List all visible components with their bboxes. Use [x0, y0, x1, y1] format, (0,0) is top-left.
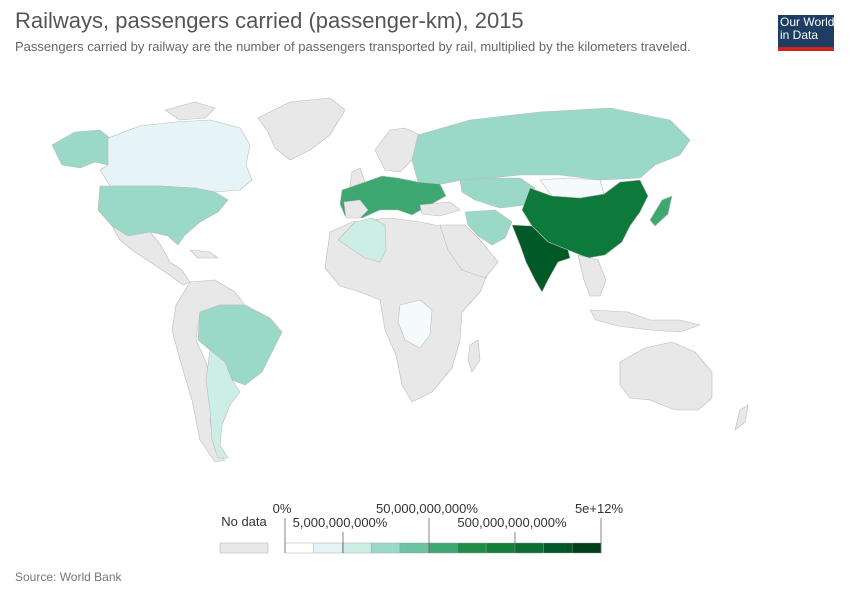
legend-tick-labels: 0% 5,000,000,000% 50,000,000,000% 500,00…	[273, 501, 624, 553]
legend-bin-swatch[interactable]	[370, 542, 401, 554]
logo-line-1: Our World	[780, 15, 835, 29]
legend-bin-swatch[interactable]	[572, 542, 602, 554]
region-australia[interactable]	[619, 341, 713, 411]
region-canada[interactable]	[99, 119, 253, 193]
region-russia[interactable]	[411, 107, 691, 185]
legend-tick-label: 5e+12%	[575, 501, 624, 516]
legend-bin-swatch[interactable]	[457, 542, 487, 554]
region-southeast-asia[interactable]	[577, 254, 607, 297]
region-argentina[interactable]	[205, 349, 241, 459]
region-iran[interactable]	[464, 209, 513, 246]
region-new-zealand[interactable]	[734, 404, 749, 431]
legend-bin-swatch[interactable]	[342, 542, 372, 554]
owid-logo[interactable]: Our World in Data	[778, 15, 834, 51]
legend-bin-swatch[interactable]	[399, 542, 429, 554]
region-turkey[interactable]	[419, 201, 461, 217]
legend-tick-label: 500,000,000,000%	[457, 515, 567, 530]
legend-bin-swatch[interactable]	[543, 542, 573, 554]
legend-color-scale[interactable]	[284, 542, 602, 554]
region-madagascar[interactable]	[467, 339, 481, 373]
region-algeria[interactable]	[337, 217, 387, 263]
region-caribbean[interactable]	[189, 249, 219, 259]
logo-accent-bar	[778, 47, 834, 51]
region-india[interactable]	[511, 224, 571, 293]
region-greenland[interactable]	[257, 97, 346, 161]
source-note: Source: World Bank	[15, 570, 122, 584]
region-canada-islands[interactable]	[164, 101, 216, 121]
legend-bin-swatch[interactable]	[485, 542, 516, 554]
region-indonesia[interactable]	[589, 309, 701, 333]
region-middle-east-other[interactable]	[439, 224, 499, 279]
no-data-legend[interactable]: No data	[219, 514, 269, 554]
legend-tick-label: 5,000,000,000%	[293, 515, 388, 530]
region-japan[interactable]	[649, 195, 673, 227]
legend-bin-swatch[interactable]	[428, 542, 458, 554]
chart-title: Railways, passengers carried (passenger-…	[15, 8, 524, 33]
chart-subtitle: Passengers carried by railway are the nu…	[15, 39, 691, 54]
region-iberia[interactable]	[343, 199, 369, 219]
legend-tick-label: 50,000,000,000%	[376, 501, 478, 516]
no-data-label: No data	[221, 514, 267, 529]
no-data-swatch	[219, 542, 269, 554]
region-congo[interactable]	[397, 299, 433, 349]
legend-bin-swatch[interactable]	[514, 542, 544, 554]
world-map	[51, 97, 749, 463]
legend-bin-swatch[interactable]	[313, 542, 343, 554]
logo-line-2: in Data	[780, 28, 819, 42]
legend-tick-label: 0%	[273, 501, 292, 516]
legend-bin-swatch[interactable]	[284, 542, 314, 554]
